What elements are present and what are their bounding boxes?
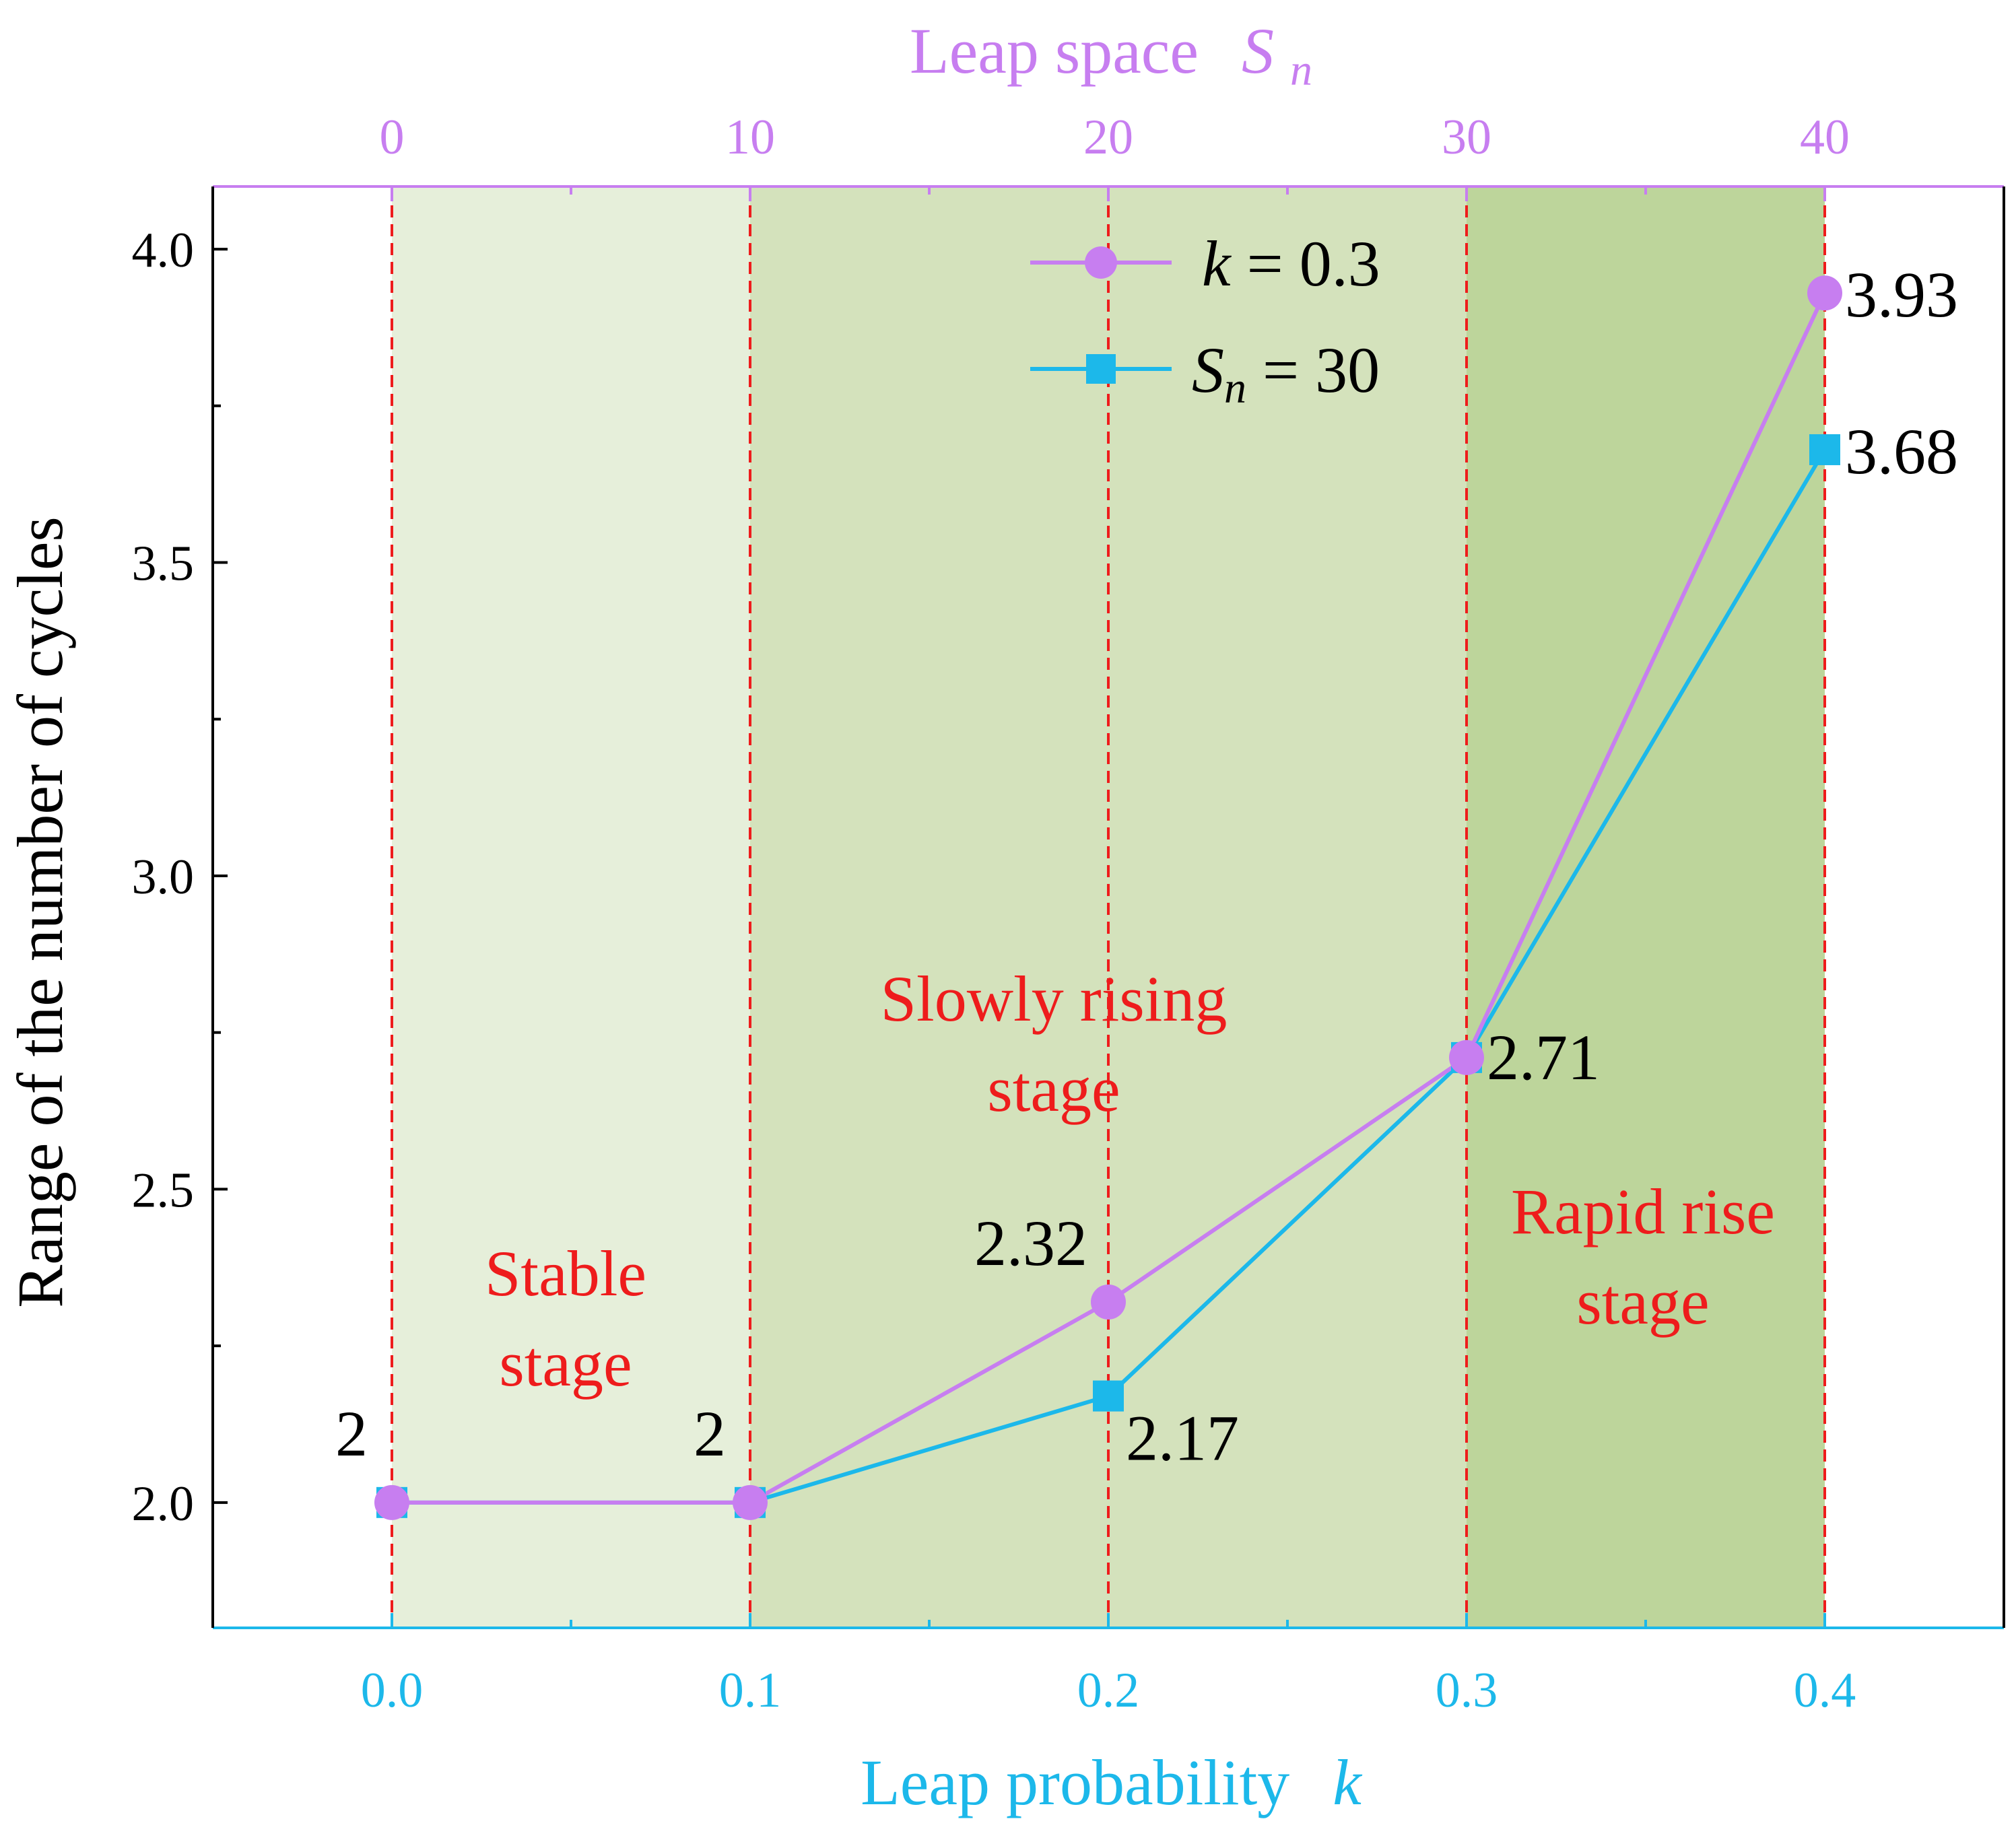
x-axis-top: 0 10 20 30 40 <box>380 110 1850 201</box>
legend-label-sn-symbol: S <box>1192 334 1224 406</box>
y-tick-label-4.0: 4.0 <box>132 223 195 278</box>
stage-label-2-line-1: Slowly rising <box>881 963 1228 1035</box>
x-axis-top-title-symbol: S <box>1242 15 1274 87</box>
point-sn-4 <box>1809 434 1840 465</box>
x-axis-top-title-text: Leap space <box>910 15 1199 87</box>
x-axis-bottom: 0.0 0.1 0.2 0.3 0.4 <box>361 1613 1856 1718</box>
y-tick-label-3.0: 3.0 <box>132 850 195 905</box>
point-k-3 <box>1449 1039 1484 1075</box>
y-tick-label-2.0: 2.0 <box>132 1476 195 1532</box>
y-tick-label-3.5: 3.5 <box>132 537 195 592</box>
stage-label-3-line-2: stage <box>1576 1266 1709 1338</box>
data-label-k-0: 2 <box>335 1398 368 1470</box>
x-bottom-tick-label-0.4: 0.4 <box>1794 1663 1856 1718</box>
legend-label-k-rest: = 0.3 <box>1231 228 1380 300</box>
x-bottom-tick-label-0.0: 0.0 <box>361 1663 424 1718</box>
x-axis-top-title-subscript: n <box>1290 46 1312 95</box>
point-k-2 <box>1091 1284 1126 1320</box>
legend-label-sn-sub: n <box>1224 364 1246 413</box>
data-label-k-1: 2 <box>694 1398 726 1470</box>
data-label-k-3: 2.71 <box>1487 1021 1600 1093</box>
point-k-4 <box>1807 275 1842 311</box>
x-axis-bottom-title-symbol: k <box>1333 1746 1363 1818</box>
stage-label-3-line-1: Rapid rise <box>1511 1175 1775 1247</box>
y-tick-label-2.5: 2.5 <box>132 1163 195 1218</box>
series-group <box>374 275 1842 1520</box>
stage-band-3 <box>1467 186 1825 1628</box>
x-axis-bottom-title: Leap probability k <box>861 1746 1363 1818</box>
stage-band-1 <box>392 186 750 1628</box>
data-labels: 2 2 2.32 2.71 3.93 2.17 3.68 <box>335 259 1958 1474</box>
x-top-tick-label-10: 10 <box>725 110 775 165</box>
legend-marker-circle <box>1085 246 1117 279</box>
stage-label-1-line-1: Stable <box>485 1237 646 1309</box>
data-label-sn-2: 2.17 <box>1126 1402 1239 1474</box>
data-label-k-4: 3.93 <box>1845 259 1958 331</box>
point-k-1 <box>733 1484 768 1520</box>
data-label-k-2: 2.32 <box>974 1207 1087 1279</box>
x-axis-bottom-title-text: Leap probability <box>861 1746 1289 1818</box>
x-bottom-tick-label-0.3: 0.3 <box>1436 1663 1498 1718</box>
x-bottom-tick-label-0.1: 0.1 <box>719 1663 782 1718</box>
stage-label-2-line-2: stage <box>987 1053 1120 1125</box>
x-top-tick-label-30: 30 <box>1442 110 1491 165</box>
x-axis-top-title: Leap space S n <box>910 15 1312 95</box>
stage-labels: Stable stage Slowly rising stage Rapid rise s… <box>485 963 1775 1400</box>
x-top-tick-label-20: 20 <box>1083 110 1133 165</box>
legend-label-sn: Sn = 30 <box>1192 334 1380 413</box>
stage-dividers <box>391 186 1826 1628</box>
y-axis: 2.0 2.5 3.0 3.5 4.0 <box>132 223 228 1532</box>
legend-marker-square <box>1086 354 1116 384</box>
x-top-tick-label-40: 40 <box>1800 110 1850 165</box>
legend: k = 0.3 Sn = 30 <box>1030 228 1380 413</box>
legend-label-k: k = 0.3 <box>1202 228 1380 300</box>
point-k-0 <box>374 1484 409 1520</box>
y-axis-title: Range of the number of cycles <box>4 516 76 1308</box>
x-top-tick-label-0: 0 <box>380 110 405 165</box>
data-label-sn-4: 3.68 <box>1845 415 1958 487</box>
x-bottom-tick-label-0.2: 0.2 <box>1077 1663 1140 1718</box>
stage-label-1-line-2: stage <box>499 1328 632 1400</box>
legend-label-k-symbol: k <box>1202 228 1232 300</box>
point-sn-2 <box>1093 1380 1124 1412</box>
legend-label-sn-rest: = 30 <box>1246 334 1380 406</box>
